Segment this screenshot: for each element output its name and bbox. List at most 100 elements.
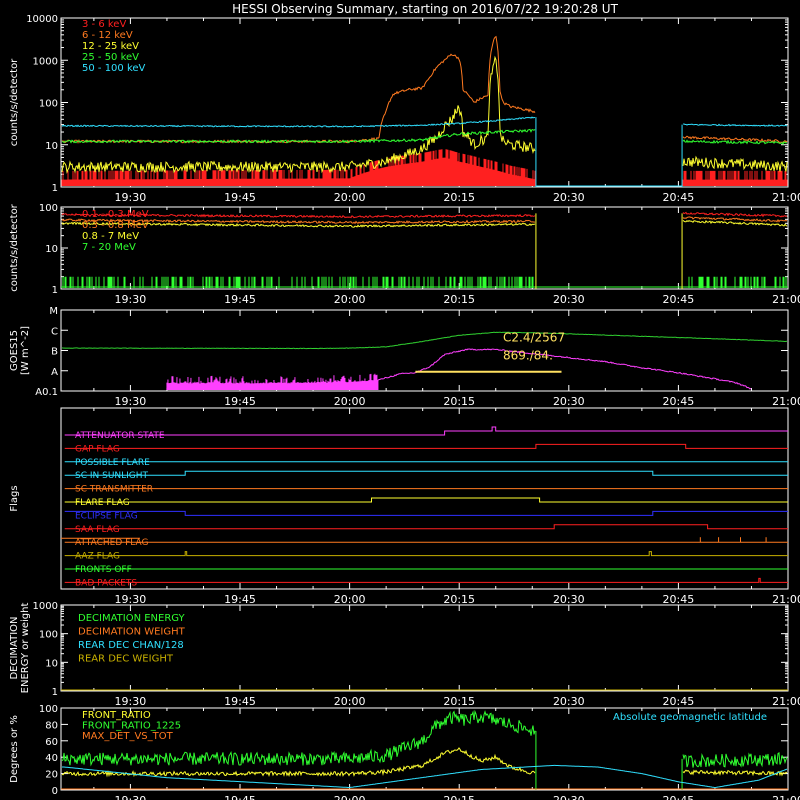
x-tick-label: 20:30 (553, 794, 585, 800)
flag-label: FLARE FLAG (75, 498, 130, 508)
y-tick-label: 100 (39, 630, 58, 641)
y-axis-label: counts/s/detector (9, 58, 20, 146)
y-tick-label: 100 (39, 704, 58, 715)
y-tick-label: M (49, 306, 58, 317)
y-tick-label: 1 (52, 285, 58, 296)
panel-frame (60, 707, 789, 791)
x-tick-label: 20:45 (663, 794, 695, 800)
y-axis-label: counts/s/detector (9, 203, 20, 291)
x-tick-label: 20:15 (443, 695, 475, 708)
y-axis-label: Flags (9, 485, 20, 511)
series-line-0-8-7-mev (61, 219, 788, 228)
x-tick-label: 20:15 (443, 293, 475, 306)
series-line-6-12-kev (61, 35, 788, 144)
x-tick-label: 20:45 (663, 191, 695, 204)
chart-title: HESSI Observing Summary, starting on 201… (232, 2, 618, 16)
legend-entry: FRONT_RATIO_1225 (82, 721, 181, 732)
geomag-annotation: Absolute geomagnetic latitude (613, 712, 767, 723)
y-tick-label: 1000 (33, 56, 58, 67)
y-axis-label: ENERGY or weight (20, 603, 31, 694)
x-tick-label: 20:00 (334, 695, 366, 708)
x-tick-label: 20:45 (663, 293, 695, 306)
legend-entry: 12 - 25 keV (82, 41, 139, 52)
x-tick-label: 19:45 (224, 695, 256, 708)
flag-label: ECLIPSE FLAG (75, 511, 138, 521)
x-tick-label: 19:30 (115, 695, 147, 708)
y-tick-label: 1 (52, 183, 58, 194)
y-tick-label: 10000 (26, 14, 58, 25)
flag-line-saa-flag (64, 524, 788, 530)
y-axis-label: [W m^-2] (20, 326, 31, 375)
x-tick-label: 20:45 (663, 695, 695, 708)
x-tick-label: 19:45 (224, 794, 256, 800)
y-tick-label: 60 (45, 737, 58, 748)
x-tick-label: 19:45 (224, 593, 256, 606)
legend-entry: 7 - 20 MeV (82, 242, 136, 253)
flag-line-eclipse-flag (64, 510, 788, 516)
legend-entry: REAR DEC WEIGHT (78, 654, 174, 665)
flag-line-attenuator-state (64, 426, 788, 436)
flag-label: BAD PACKETS (75, 578, 137, 588)
x-tick-label: 20:30 (553, 395, 585, 408)
x-tick-label: 20:15 (443, 794, 475, 800)
x-tick-label: 20:15 (443, 395, 475, 408)
x-tick-label: 19:45 (224, 191, 256, 204)
x-tick-label: 20:15 (443, 593, 475, 606)
x-tick-label: 20:30 (553, 593, 585, 606)
flag-label: AAZ FLAG (75, 552, 120, 562)
y-tick-label: 0 (52, 786, 58, 797)
x-tick-label: 19:30 (115, 293, 147, 306)
panel-frame (60, 407, 789, 590)
flag-label: SC TRANSMITTER (75, 485, 153, 495)
flag-label: ATTENUATOR STATE (75, 431, 165, 441)
panel-frame (60, 309, 789, 392)
x-tick-label: 19:30 (115, 191, 147, 204)
x-tick-label: 19:30 (115, 593, 147, 606)
series-line-7-20-mev (62, 276, 787, 288)
flag-line-flare-flag (64, 497, 788, 503)
y-tick-label: 1 (52, 687, 58, 698)
x-tick-label: 21:00 (772, 191, 800, 204)
x-tick-label: 19:30 (115, 794, 147, 800)
x-tick-label: 20:45 (663, 395, 695, 408)
flag-line-bad-packets (64, 577, 788, 583)
y-tick-label: 10 (45, 244, 58, 255)
y-tick-label: 80 (45, 720, 58, 731)
legend-entry: FRONT_RATIO (82, 710, 151, 721)
x-tick-label: 19:45 (224, 395, 256, 408)
series-line-50-100-kev (61, 116, 788, 128)
y-tick-label: 1000 (33, 601, 58, 612)
flare-class-label: C2.4/2567 (503, 330, 565, 344)
x-tick-label: 21:00 (772, 794, 800, 800)
y-axis-label: GOES15 (9, 330, 20, 371)
legend-entry: DECIMATION WEIGHT (78, 627, 186, 638)
legend-entry: 6 - 12 keV (82, 30, 133, 41)
x-tick-label: 19:30 (115, 395, 147, 408)
flag-label: SAA FLAG (75, 525, 120, 535)
y-tick-label: A (51, 367, 58, 378)
y-axis-label: Degrees or % (9, 715, 20, 783)
panel-frame (60, 604, 789, 692)
ratio-line-0 (61, 747, 788, 778)
x-tick-label: 21:00 (772, 593, 800, 606)
y-tick-label: 10 (45, 658, 58, 669)
flag-label: ATTACHED FLAG (75, 538, 149, 548)
x-tick-label: 21:00 (772, 695, 800, 708)
geomag-latitude-line (62, 764, 788, 789)
series-line-0-3-0-8-mev (61, 216, 788, 225)
goes-short-line (166, 348, 752, 390)
x-tick-label: 20:00 (334, 593, 366, 606)
legend-entry: 50 - 100 keV (82, 63, 146, 74)
legend-entry: 3 - 6 keV (82, 19, 126, 30)
flag-label: SC IN SUNLIGHT (75, 471, 149, 481)
flag-line-gap-flag (64, 443, 788, 449)
flag-line-sc-in-sunlight (64, 470, 788, 476)
x-tick-label: 20:00 (334, 794, 366, 800)
flag-label: GAP FLAG (75, 444, 120, 454)
ratio-line-1 (61, 709, 788, 768)
x-tick-label: 21:00 (772, 293, 800, 306)
y-axis-label: DECIMATION (9, 616, 20, 679)
x-tick-label: 20:00 (334, 395, 366, 408)
legend-entry: 0.1 - 0.3 MeV (82, 209, 149, 220)
legend-entry: 0.3 - 0.8 MeV (82, 220, 149, 231)
